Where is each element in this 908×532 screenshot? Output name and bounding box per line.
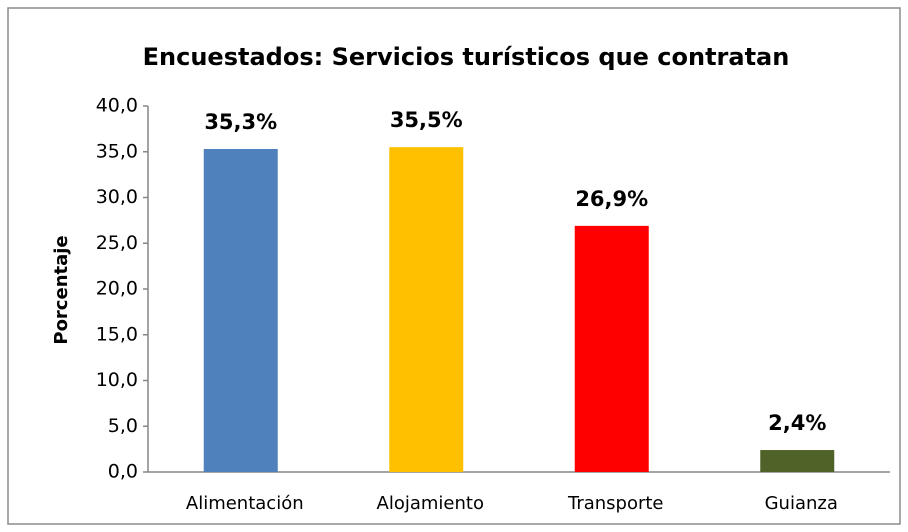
value-label: 26,9% [575, 187, 648, 211]
y-tick-label: 15,0 [96, 323, 138, 345]
chart-title: Encuestados: Servicios turísticos que co… [143, 43, 790, 71]
y-tick-label: 35,0 [96, 140, 138, 162]
bar [760, 450, 835, 472]
y-tick-label: 30,0 [96, 186, 138, 208]
x-tick-label: Alojamiento [377, 493, 484, 514]
bar [574, 225, 649, 472]
y-tick-label: 20,0 [96, 278, 138, 300]
y-tick-label: 40,0 [96, 95, 138, 117]
y-axis-label: Porcentaje [51, 235, 72, 344]
y-tick-label: 25,0 [96, 232, 138, 254]
value-label: 35,3% [204, 110, 277, 134]
y-tick-label: 10,0 [96, 369, 138, 391]
bar [389, 147, 464, 473]
value-label: 35,5% [390, 108, 463, 132]
y-tick-label: 0,0 [108, 461, 138, 483]
value-label: 2,4% [768, 411, 826, 435]
y-tick-label: 5,0 [108, 415, 138, 437]
x-tick-label: Alimentación [186, 493, 304, 514]
x-tick-label: Transporte [567, 493, 664, 514]
bar [203, 149, 278, 472]
x-tick-label: Guianza [765, 493, 838, 514]
